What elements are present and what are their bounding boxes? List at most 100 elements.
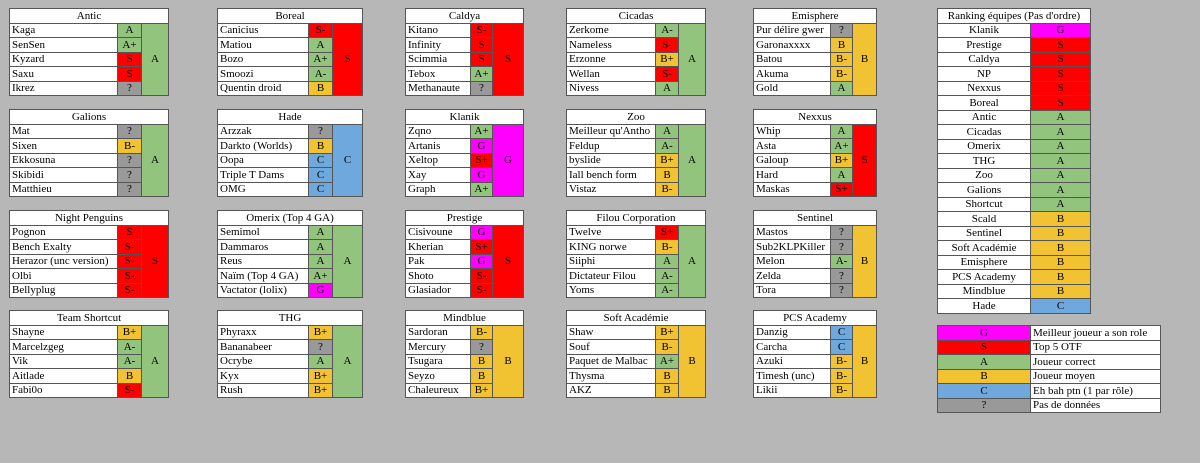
team-name: Soft Académie xyxy=(566,310,706,326)
ranking-row: Nexxus S xyxy=(937,80,1091,96)
player-grade: S+ xyxy=(470,152,493,168)
player-name: Skibidi xyxy=(9,167,118,183)
player-row: KING norwe B- xyxy=(566,239,706,255)
ranking-grade: S xyxy=(1030,80,1091,96)
player-grade: S+ xyxy=(470,239,493,255)
player-grade: A xyxy=(308,353,333,369)
player-row: Shayne B+ A xyxy=(9,324,170,398)
ranking-team: Soft Académie xyxy=(937,240,1031,256)
team-table: Prestige Cisivoune G S Kherian S+ Pak G Shoto S- G… xyxy=(405,210,524,298)
legend-grade: A xyxy=(937,354,1031,370)
player-grade: A xyxy=(655,80,679,96)
player-grade: S xyxy=(117,66,142,82)
player-row: Bellyplug S- xyxy=(9,282,169,298)
player-grade: B- xyxy=(830,382,853,398)
player-name: Paquet de Malbac xyxy=(566,353,656,369)
legend-grade: C xyxy=(937,383,1031,399)
header-row: Boreal xyxy=(216,8,364,24)
player-name: Artanis xyxy=(405,138,471,154)
team-table: Team Shortcut Shayne B+ A Marcelzgeg A- Vik A- A… xyxy=(8,310,170,398)
ranking-row: PCS Academy B xyxy=(937,269,1091,285)
player-grade: A+ xyxy=(117,37,142,53)
player-name: Matthieu xyxy=(9,181,118,197)
player-row: Graph A+ xyxy=(405,181,524,197)
header-row: Emisphere xyxy=(752,8,878,24)
team-name: Omerix (Top 4 GA) xyxy=(217,210,363,226)
ranking-row: Prestige S xyxy=(937,37,1091,53)
ranking-team: Prestige xyxy=(937,37,1031,53)
player-grade: B xyxy=(470,368,493,384)
ranking-team: Sentinel xyxy=(937,225,1031,241)
ranking-row: Scald B xyxy=(937,211,1091,227)
ranking-table: Ranking équipes (Pas d'ordre) Klanik G Pres… xyxy=(937,8,1091,314)
team-name: Antic xyxy=(8,8,170,24)
ranking-row: THG A xyxy=(937,153,1091,169)
team-table: Caldya Kitano S- S Infinity S Scimmia S Tebox A+ M… xyxy=(404,8,525,96)
player-name: Ekkosuna xyxy=(9,152,118,168)
team-grade: A xyxy=(332,324,363,398)
header-row: Antic xyxy=(8,8,170,24)
ranking-team: Scald xyxy=(937,211,1031,227)
player-row: Melon A- xyxy=(753,253,877,269)
player-grade: B- xyxy=(655,181,679,197)
header-row: Nexxus xyxy=(752,109,878,125)
team-grade: B xyxy=(678,324,706,398)
player-name: Tebox xyxy=(405,66,471,82)
player-name: Yoms xyxy=(566,282,656,298)
player-name: Nameless xyxy=(566,37,656,53)
player-grade: B- xyxy=(830,353,853,369)
player-row: Vistaz B- xyxy=(566,181,706,197)
team-table: Omerix (Top 4 GA) Semimol A A Dammaros A Reus A… xyxy=(217,210,363,298)
team-grade: A xyxy=(332,224,363,298)
ranking-team: Antic xyxy=(937,109,1031,125)
legend-grade: G xyxy=(937,325,1031,341)
player-name: Triple T Dams xyxy=(217,167,309,183)
player-row: Skibidi? xyxy=(9,167,169,183)
ranking-grade: B xyxy=(1030,240,1091,256)
player-grade: B- xyxy=(830,66,853,82)
player-grade: S- xyxy=(308,22,333,38)
legend-label: Pas de données xyxy=(1030,397,1161,413)
player-grade: S- xyxy=(470,268,493,284)
player-row: Cisivoune G S xyxy=(405,224,524,298)
player-grade: ? xyxy=(117,181,142,197)
player-name: Sardoran xyxy=(405,324,471,340)
header-row: PCS Academy xyxy=(752,310,878,326)
player-name: Maskas xyxy=(753,181,831,197)
header-row: Ranking équipes (Pas d'ordre) xyxy=(937,8,1091,24)
ranking-row: Soft Académie B xyxy=(937,240,1091,256)
player-row: Nameless S- xyxy=(566,37,706,53)
player-row: Arzzak? C xyxy=(217,123,363,197)
player-grade: A+ xyxy=(470,181,493,197)
player-grade: A xyxy=(655,123,679,139)
header-row: Caldya xyxy=(404,8,525,24)
player-name: Glasiador xyxy=(405,282,471,298)
player-row: Kitano S- S xyxy=(405,22,525,96)
player-name: Semimol xyxy=(217,224,309,240)
player-grade: S- xyxy=(117,239,142,255)
player-name: Meilleur qu'Antho xyxy=(566,123,656,139)
legend-grade: S xyxy=(937,339,1031,355)
player-name: Kitano xyxy=(405,22,471,38)
player-name: Garonaxxxx xyxy=(753,37,831,53)
player-name: Olbi xyxy=(9,268,118,284)
player-name: Xay xyxy=(405,167,471,183)
player-name: Timesh (unc) xyxy=(753,368,831,384)
player-name: Wellan xyxy=(566,66,656,82)
player-row: Gold A xyxy=(753,80,877,96)
team-name: THG xyxy=(217,310,363,326)
player-name: Aitlade xyxy=(9,368,118,384)
team-grade: S xyxy=(140,224,170,298)
header-row: Galions xyxy=(9,109,169,125)
player-grade: S- xyxy=(655,66,679,82)
player-grade: B+ xyxy=(655,51,679,67)
player-row: Pak G xyxy=(405,253,524,269)
player-row: Smoozi A- xyxy=(217,66,363,82)
header-row: Prestige xyxy=(405,210,524,226)
player-row: Paquet de Malbac A+ xyxy=(566,353,706,369)
player-name: Bozo xyxy=(217,51,309,67)
player-grade: ? xyxy=(117,80,142,96)
player-name: Carcha xyxy=(753,339,831,355)
team-table: Emisphere Pur délire gwer? B Garonaxxxx B Bat… xyxy=(752,8,878,96)
player-name: Akuma xyxy=(753,66,831,82)
